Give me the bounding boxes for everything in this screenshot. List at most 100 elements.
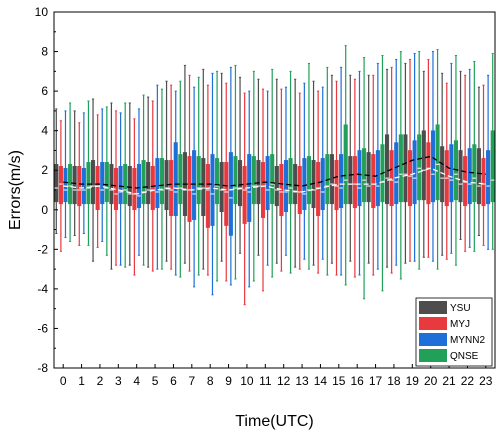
box	[242, 166, 247, 224]
box	[86, 162, 91, 205]
x-tick-label: 21	[442, 374, 456, 388]
box	[104, 162, 109, 203]
box	[403, 134, 408, 203]
box	[63, 167, 68, 203]
box	[146, 162, 151, 205]
x-tick-label: 13	[295, 374, 309, 388]
box	[127, 166, 132, 207]
box	[394, 142, 399, 205]
x-tick-label: 2	[97, 374, 104, 388]
legend-label: MYJ	[450, 319, 470, 330]
x-tick-label: 19	[406, 374, 420, 388]
box	[123, 164, 128, 205]
box	[385, 134, 390, 205]
y-tick-label: 0	[41, 203, 48, 217]
box	[371, 154, 376, 209]
box	[178, 154, 183, 205]
series-qnse	[68, 45, 495, 300]
mean-line-1	[63, 155, 486, 189]
x-axis: 0 1 2 3 4 5 6 7 8 9 10 11 12 13 14 15 16 17 18 19 20 21 22 23	[60, 364, 493, 388]
box	[72, 166, 77, 205]
box	[81, 167, 86, 205]
x-tick-label: 15	[332, 374, 346, 388]
box	[274, 166, 279, 207]
box	[366, 152, 371, 203]
x-tick-label: 16	[351, 374, 365, 388]
plot-marks	[54, 45, 495, 306]
y-tick-label: 8	[41, 45, 48, 59]
x-tick-label: 10	[240, 374, 254, 388]
box	[238, 160, 243, 207]
box	[458, 150, 463, 203]
box	[320, 158, 325, 211]
box	[476, 148, 481, 205]
box	[449, 144, 454, 203]
box	[357, 150, 362, 207]
box	[407, 150, 413, 207]
x-tick-label: 6	[170, 374, 177, 388]
legend-swatch	[419, 317, 447, 330]
box	[210, 154, 215, 226]
box	[270, 154, 275, 205]
box	[196, 156, 201, 205]
box	[77, 166, 82, 207]
box	[251, 156, 256, 205]
box	[159, 158, 164, 205]
box	[430, 130, 436, 203]
box	[481, 158, 486, 207]
box	[329, 154, 334, 205]
x-tick-label: 20	[424, 374, 438, 388]
x-tick-label: 17	[369, 374, 383, 388]
box	[91, 160, 96, 205]
y-tick-label: 2	[41, 163, 48, 177]
box	[215, 158, 220, 205]
y-tick-label: 4	[41, 124, 48, 138]
legend-swatch	[419, 349, 447, 362]
legend-label: MYNN2	[450, 335, 485, 346]
box	[352, 156, 357, 209]
y-tick-label: -8	[37, 361, 48, 375]
x-tick-label: 14	[314, 374, 328, 388]
box	[288, 158, 293, 205]
legend-label: QNSE	[450, 351, 479, 362]
x-tick-label: 3	[115, 374, 122, 388]
box	[260, 162, 266, 218]
box	[219, 162, 224, 213]
box	[201, 158, 206, 216]
y-tick-label: -4	[37, 282, 48, 296]
x-axis-title: Time(UTC)	[235, 413, 314, 430]
box	[100, 162, 105, 205]
box	[293, 164, 298, 205]
box	[205, 164, 210, 228]
y-tick-label: -2	[37, 242, 48, 256]
x-tick-label: 5	[152, 374, 159, 388]
box	[187, 156, 192, 222]
x-tick-label: 12	[277, 374, 291, 388]
y-axis-title-group: Errors(m/s)	[7, 150, 24, 230]
box	[141, 160, 146, 205]
x-tick-label: 23	[479, 374, 493, 388]
y-axis: -8 -6 -4 -2 0 2 4 6 8 10	[35, 5, 58, 375]
box	[375, 150, 380, 207]
y-tick-label: 6	[41, 84, 48, 98]
x-tick-label: 18	[387, 374, 401, 388]
x-tick-label: 8	[207, 374, 214, 388]
legend-label: YSU	[450, 303, 471, 314]
box	[398, 134, 403, 203]
box	[256, 160, 261, 205]
box	[136, 164, 142, 209]
box	[224, 162, 229, 226]
box	[343, 124, 348, 205]
series-mynn2	[63, 51, 491, 296]
x-tick-label: 4	[133, 374, 140, 388]
box	[132, 167, 137, 211]
box	[155, 158, 160, 209]
box	[306, 156, 311, 205]
box	[54, 164, 59, 203]
box	[150, 166, 155, 211]
box	[228, 152, 233, 236]
box	[283, 160, 289, 213]
box	[302, 158, 307, 211]
box	[490, 130, 495, 203]
box	[233, 156, 238, 205]
